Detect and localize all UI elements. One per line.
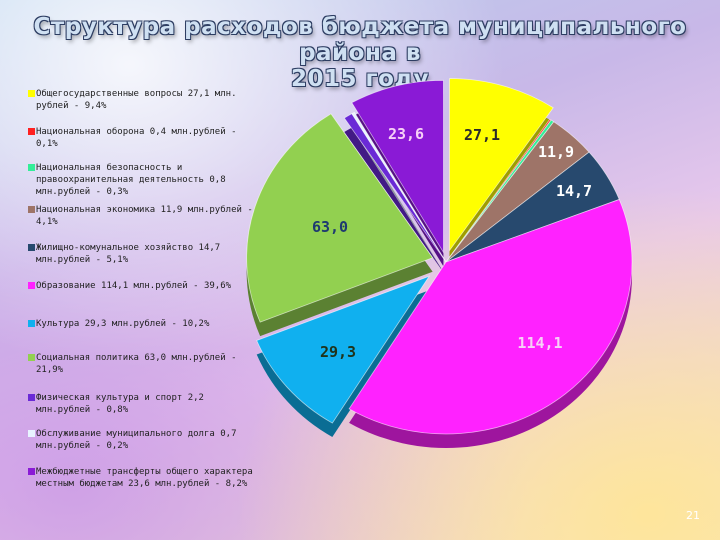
data-label: 114,1 bbox=[517, 334, 562, 352]
legend-swatch bbox=[28, 164, 35, 171]
legend-item: Физическая культура и спорт 2,2 млн.рубл… bbox=[28, 392, 260, 416]
pie-slice-side bbox=[344, 127, 446, 276]
legend-item: Жилищно-комунальное хозяйство 14,7 млн.р… bbox=[28, 242, 260, 266]
legend-label: Физическая культура и спорт 2,2 млн.рубл… bbox=[36, 393, 204, 415]
pie-slice bbox=[246, 113, 434, 323]
legend-item: Национальная экономика 11,9 млн.рублей -… bbox=[28, 204, 260, 228]
legend-item: Национальная безопасность и правоохранит… bbox=[28, 162, 260, 198]
pie-slice bbox=[351, 111, 447, 263]
pie-slice-side bbox=[351, 126, 446, 276]
legend-swatch bbox=[28, 430, 35, 437]
data-label: 29,3 bbox=[320, 343, 356, 361]
data-label: 27,1 bbox=[464, 126, 500, 144]
legend-swatch bbox=[28, 90, 35, 97]
legend-swatch bbox=[28, 354, 35, 361]
legend-swatch bbox=[28, 282, 35, 289]
data-label: 63,0 bbox=[312, 218, 348, 236]
legend-swatch bbox=[28, 320, 35, 327]
legend-label: Образование 114,1 млн.рублей - 39,6% bbox=[36, 281, 232, 291]
legend-label: Социальная политика 63,0 млн.рублей - 21… bbox=[36, 353, 237, 375]
pie-slice bbox=[351, 79, 444, 254]
legend-label: Жилищно-комунальное хозяйство 14,7 млн.р… bbox=[36, 243, 221, 265]
pie-slice bbox=[256, 275, 431, 424]
legend-item: Культура 29,3 млн.рублей - 10,2% bbox=[28, 318, 260, 330]
data-label: 11,9 bbox=[538, 143, 574, 161]
legend-item: Образование 114,1 млн.рублей - 39,6% bbox=[28, 280, 260, 292]
chart-title: Структура расходов бюджета муниципальног… bbox=[0, 14, 720, 92]
legend-item: Национальная оборона 0,4 млн.рублей - 0,… bbox=[28, 126, 260, 150]
pie-slice bbox=[348, 198, 633, 435]
legend-label: Национальная безопасность и правоохранит… bbox=[36, 163, 226, 197]
legend-label: Национальная оборона 0,4 млн.рублей - 0,… bbox=[36, 127, 237, 149]
legend-item: Социальная политика 63,0 млн.рублей - 21… bbox=[28, 352, 260, 376]
legend-swatch bbox=[28, 206, 35, 213]
data-label: 14,7 bbox=[556, 182, 592, 200]
legend-swatch bbox=[28, 468, 35, 475]
legend-item: Межбюджетные трансферты общего характера… bbox=[28, 466, 260, 490]
legend-item: Обслуживание муниципального долга 0,7 мл… bbox=[28, 428, 260, 452]
legend-swatch bbox=[28, 244, 35, 251]
legend-label: Национальная экономика 11,9 млн.рублей -… bbox=[36, 205, 253, 227]
pie-slice bbox=[449, 78, 554, 252]
page-number: 21 bbox=[686, 509, 700, 522]
data-label: 23,6 bbox=[388, 125, 424, 143]
legend-item: Общегосударственные вопросы 27,1 млн. ру… bbox=[28, 88, 260, 112]
legend-swatch bbox=[28, 394, 35, 401]
legend-label: Межбюджетные трансферты общего характера… bbox=[36, 467, 253, 489]
legend-label: Культура 29,3 млн.рублей - 10,2% bbox=[36, 319, 210, 329]
legend-label: Общегосударственные вопросы 27,1 млн. ру… bbox=[36, 89, 237, 111]
chart-title-line-1: Структура расходов бюджета муниципальног… bbox=[33, 14, 687, 66]
legend-label: Обслуживание муниципального долга 0,7 мл… bbox=[36, 429, 237, 451]
legend-swatch bbox=[28, 128, 35, 135]
